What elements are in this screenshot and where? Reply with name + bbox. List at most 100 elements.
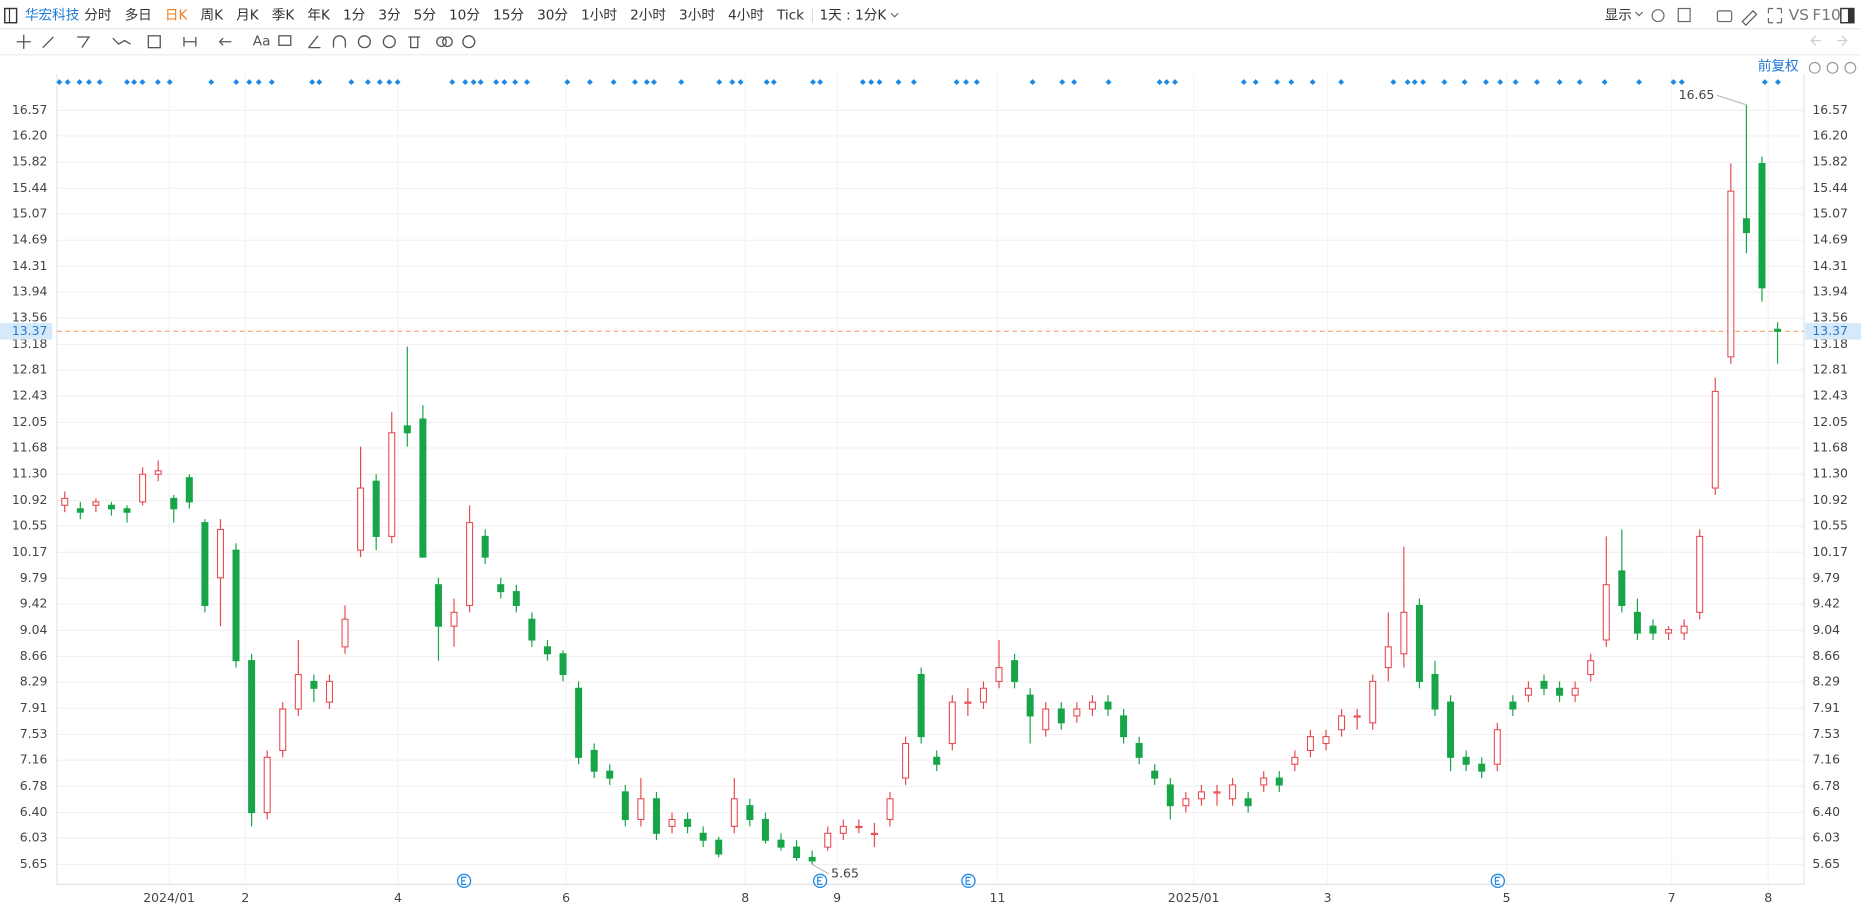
magnet-tool[interactable] — [332, 35, 347, 48]
period-tab[interactable]: 30分 — [537, 8, 568, 24]
event-marker — [512, 79, 519, 86]
y-tick-label-right: 6.40 — [1812, 804, 1840, 819]
event-marker — [610, 79, 617, 86]
event-marker — [1601, 79, 1608, 86]
event-marker — [64, 79, 71, 86]
line-tool[interactable] — [42, 36, 54, 49]
delete-tool[interactable] — [408, 36, 421, 49]
candle-body — [1104, 701, 1112, 710]
period-tab[interactable]: 10分 — [449, 8, 480, 24]
wave-tool[interactable] — [112, 37, 131, 45]
vs-button[interactable]: VS — [1789, 6, 1809, 24]
sidebar-toggle[interactable] — [4, 7, 18, 24]
f10-button[interactable]: F10 — [1812, 6, 1840, 24]
period-tab[interactable]: Tick — [776, 8, 804, 24]
measure-tool[interactable] — [147, 35, 161, 49]
period-tab[interactable]: 1小时 — [581, 8, 617, 24]
candle-body — [1197, 791, 1205, 800]
camera-icon[interactable] — [1716, 10, 1733, 23]
adjust-mode[interactable]: 前复权 — [1758, 58, 1799, 75]
angle-tool[interactable] — [308, 35, 321, 49]
last-price-tag-right — [1805, 323, 1861, 340]
candle-body — [1618, 570, 1626, 606]
candle-body — [715, 839, 723, 855]
candle-body — [232, 549, 240, 662]
channel-tool[interactable] — [77, 36, 91, 49]
eye-tool[interactable] — [357, 35, 371, 49]
interval-menu[interactable]: 1天 : 1分K — [820, 8, 888, 24]
plot: 5.65 5.65 6.03 6.03 6.40 6.40 6.78 6.78 7.16 7.16… — [0, 73, 1861, 905]
event-marker — [1774, 79, 1781, 86]
period-tab[interactable]: 年K — [307, 8, 331, 24]
layout-icon[interactable] — [1677, 7, 1691, 23]
candle-body — [1229, 784, 1237, 800]
candle-body — [139, 473, 147, 503]
range-tool[interactable] — [183, 36, 197, 47]
period-tab[interactable]: 1分 — [343, 8, 366, 24]
tool-settings[interactable] — [462, 35, 476, 49]
period-tab[interactable]: 3小时 — [679, 8, 715, 24]
period-tab[interactable]: 分时 — [84, 8, 112, 24]
period-tab[interactable]: 季K — [272, 8, 296, 24]
undo[interactable] — [1810, 35, 1821, 46]
candle-body — [684, 818, 692, 827]
event-marker — [770, 79, 777, 86]
settings-icon[interactable] — [1651, 9, 1665, 23]
period-tab[interactable]: 周K — [200, 8, 224, 24]
redo[interactable] — [1837, 35, 1848, 46]
pen-icon[interactable] — [1741, 10, 1758, 26]
event-marker — [493, 79, 500, 86]
candle-body — [543, 646, 551, 655]
display-menu[interactable]: 显示 — [1605, 8, 1632, 24]
reset-zoom[interactable] — [1808, 61, 1821, 74]
hide-tool[interactable] — [382, 35, 396, 49]
period-tab[interactable]: 2小时 — [630, 8, 666, 24]
arrow-tool[interactable] — [219, 37, 232, 46]
candle-body — [1415, 604, 1423, 682]
move-tool[interactable] — [16, 34, 31, 49]
note-tool[interactable] — [278, 35, 292, 46]
event-marker — [523, 79, 530, 86]
event-marker — [1309, 79, 1316, 86]
period-tab[interactable]: 月K — [236, 8, 260, 24]
candle-body — [1587, 660, 1595, 676]
event-marker — [1512, 79, 1519, 86]
event-marker — [316, 79, 323, 86]
y-tick-label-right: 7.16 — [1812, 752, 1840, 767]
event-marker — [86, 79, 92, 86]
candle-body — [824, 832, 832, 848]
min-pointer — [811, 863, 830, 875]
period-tab[interactable]: 3分 — [378, 8, 401, 24]
y-tick-label-right: 14.69 — [1812, 232, 1848, 247]
period-tab[interactable]: 5分 — [414, 8, 437, 24]
event-marker — [1172, 79, 1178, 86]
panel-toggle-fill — [1847, 8, 1854, 23]
period-tab[interactable]: 4小时 — [728, 8, 764, 24]
y-tick-label: 7.16 — [20, 752, 48, 767]
candle-body — [699, 832, 707, 841]
y-tick-label: 10.17 — [12, 544, 48, 559]
event-marker — [737, 79, 744, 86]
text-tool[interactable]: Aa — [253, 34, 271, 50]
y-tick-label-right: 12.05 — [1812, 414, 1848, 429]
period-tab[interactable]: 日K — [165, 8, 189, 24]
zoom-out[interactable] — [1826, 61, 1839, 74]
event-marker — [868, 79, 875, 86]
fullscreen-icon[interactable] — [1767, 7, 1783, 24]
candle-body — [528, 618, 536, 641]
earnings-glyph — [965, 876, 971, 885]
candle-body — [1088, 701, 1096, 710]
period-tab[interactable]: 多日 — [125, 7, 152, 24]
y-tick-label-right: 12.81 — [1812, 361, 1848, 376]
candle-body — [466, 522, 474, 606]
candle-body — [808, 856, 816, 862]
event-marker — [124, 79, 130, 86]
candle-body — [1353, 715, 1361, 718]
period-tab[interactable]: 15分 — [493, 8, 524, 24]
stock-name[interactable]: 华宏科技 — [25, 8, 80, 24]
zoom-in[interactable] — [1844, 61, 1857, 74]
compare-tool[interactable] — [436, 36, 447, 48]
event-marker — [470, 79, 477, 86]
